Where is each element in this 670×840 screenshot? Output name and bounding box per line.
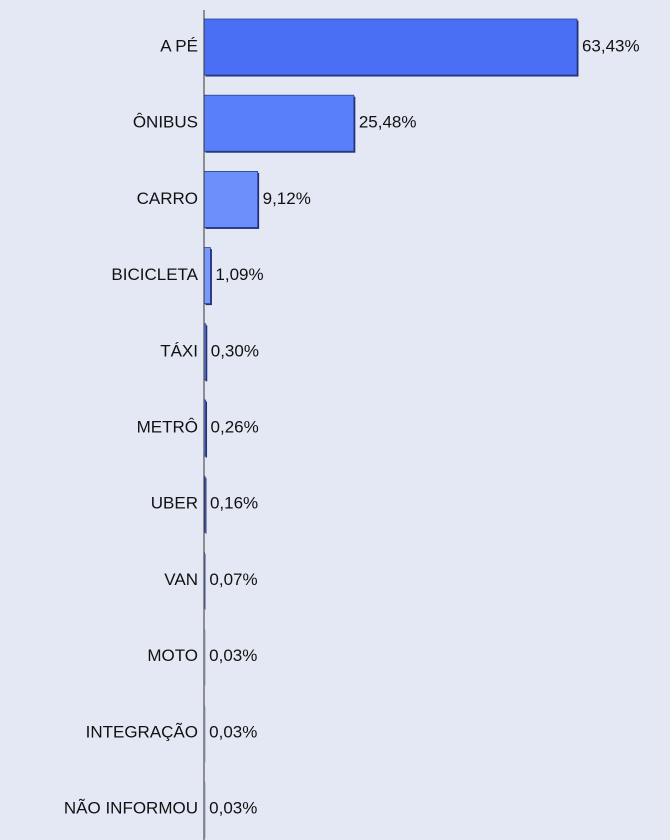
value-label: 0,03% [209, 798, 257, 817]
category-label: CARRO [137, 189, 198, 208]
bar [203, 18, 578, 76]
bar-shadow [205, 477, 207, 534]
bar [203, 94, 355, 152]
category-label: A PÉ [160, 36, 198, 55]
category-label: BICICLETA [111, 265, 198, 284]
bar [203, 170, 259, 228]
value-label: 1,09% [215, 265, 263, 284]
value-label: 0,30% [211, 341, 259, 360]
value-label: 0,07% [209, 570, 257, 589]
value-label: 0,26% [211, 417, 259, 436]
value-label: 9,12% [263, 189, 311, 208]
value-label: 0,16% [210, 494, 258, 513]
category-label: UBER [151, 494, 198, 513]
value-label: 0,03% [209, 722, 257, 741]
bar [203, 247, 211, 305]
category-label: METRÔ [137, 417, 198, 436]
category-label: TÁXI [160, 341, 198, 360]
value-label: 25,48% [359, 113, 417, 132]
bar-shadow [205, 325, 208, 382]
value-label: 0,03% [209, 646, 257, 665]
category-label: INTEGRAÇÃO [86, 722, 198, 741]
value-label: 63,43% [582, 36, 640, 55]
category-label: VAN [164, 570, 198, 589]
bar-shadow [205, 401, 208, 458]
category-label: MOTO [147, 646, 198, 665]
category-label: NÃO INFORMOU [64, 798, 198, 817]
category-label: ÔNIBUS [133, 113, 198, 132]
